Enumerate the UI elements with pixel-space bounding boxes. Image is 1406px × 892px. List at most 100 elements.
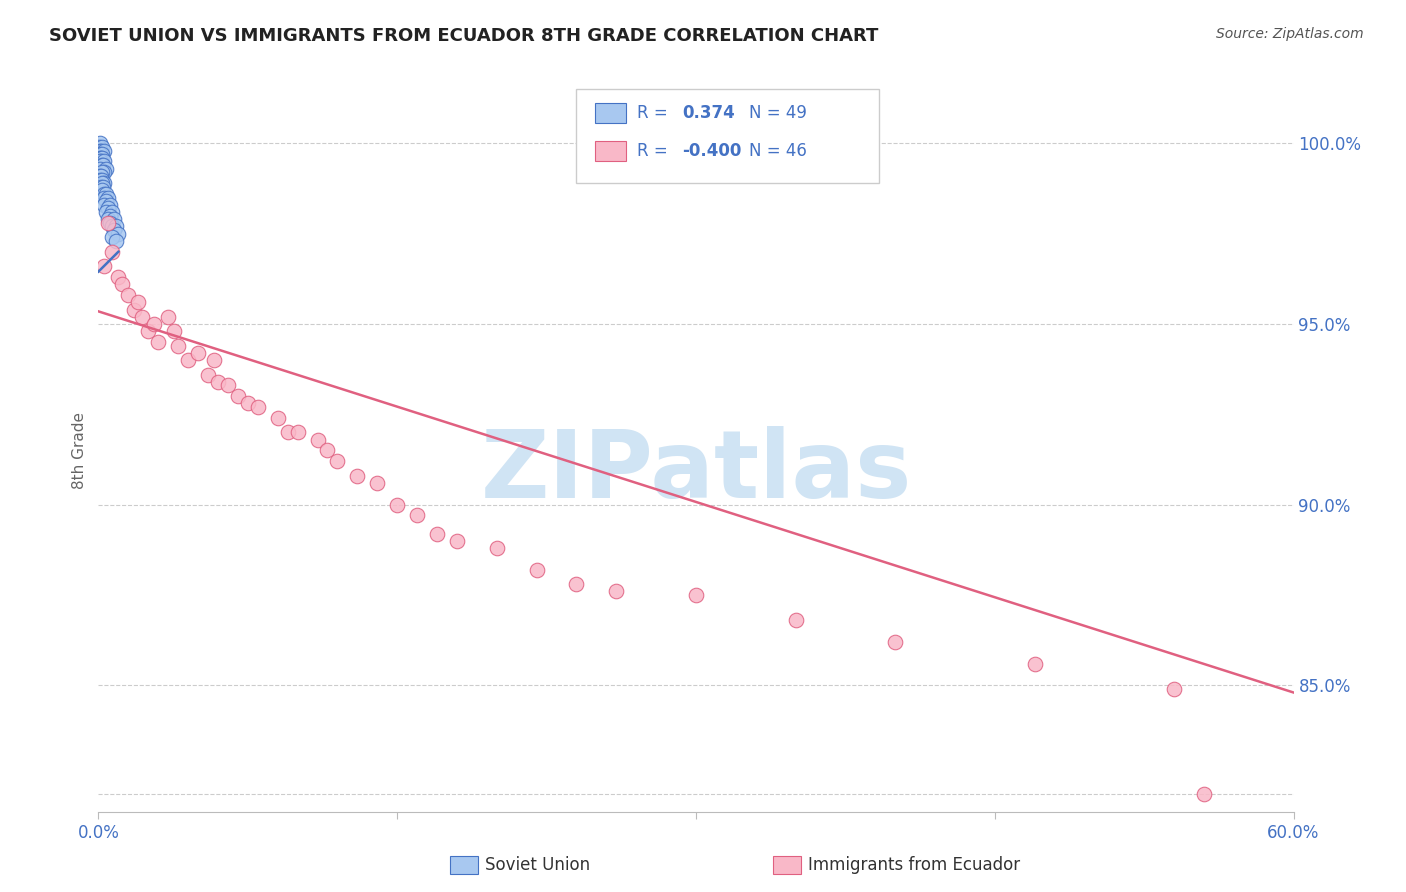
Point [236,396,259,410]
Point [143,317,166,331]
Point [785,613,807,627]
Point [366,475,388,490]
Point [91,172,114,186]
Point [105,219,128,234]
Point [89,169,111,183]
Point [426,526,449,541]
Point [93,259,115,273]
Point [131,310,153,324]
Point [89,161,111,176]
Point [167,339,190,353]
Point [91,165,114,179]
Point [446,533,468,548]
Point [107,227,129,241]
Point [136,324,159,338]
Point [565,577,588,591]
Point [93,158,115,172]
Point [98,209,122,223]
Point [89,147,111,161]
Point [1024,657,1046,671]
Point [1163,681,1185,696]
Text: Soviet Union: Soviet Union [485,856,591,874]
Text: N = 46: N = 46 [749,142,807,160]
Point [98,198,122,212]
Point [96,186,118,201]
Point [97,202,120,216]
Point [96,161,118,176]
Point [148,334,170,349]
Point [89,172,111,186]
Point [207,375,229,389]
Text: R =: R = [637,142,668,160]
Point [98,216,122,230]
Point [197,368,219,382]
Text: R =: R = [637,104,668,122]
Point [93,144,115,158]
Point [111,277,134,292]
Point [103,223,125,237]
Point [93,154,115,169]
Point [287,425,309,440]
Text: Immigrants from Ecuador: Immigrants from Ecuador [808,856,1021,874]
Point [217,378,239,392]
Point [127,295,149,310]
Point [105,234,128,248]
Point [101,219,124,234]
Point [326,454,349,468]
Point [226,389,249,403]
Text: SOVIET UNION VS IMMIGRANTS FROM ECUADOR 8TH GRADE CORRELATION CHART: SOVIET UNION VS IMMIGRANTS FROM ECUADOR … [49,27,879,45]
Point [89,151,111,165]
Point [117,288,139,302]
Point [93,179,115,194]
Point [91,151,114,165]
Point [91,140,114,154]
Point [101,230,124,244]
Point [93,198,115,212]
Point [124,302,146,317]
Point [884,635,907,649]
Point [90,154,112,169]
Point [406,508,429,523]
Point [91,158,114,172]
Point [97,216,120,230]
Point [385,498,409,512]
Point [187,346,209,360]
Point [177,353,200,368]
Text: N = 49: N = 49 [749,104,807,122]
Point [90,179,112,194]
Point [101,244,124,259]
Point [485,541,508,555]
Y-axis label: 8th Grade: 8th Grade [72,412,87,489]
Point [246,400,269,414]
Point [685,588,707,602]
Point [96,205,118,219]
Point [163,324,186,338]
Text: -0.400: -0.400 [682,142,741,160]
Point [97,212,120,227]
Point [89,154,111,169]
Point [157,310,180,324]
Point [91,183,114,197]
Point [1192,787,1215,801]
Point [96,194,118,209]
Point [89,140,111,154]
Point [93,176,115,190]
Point [97,190,120,204]
Point [90,144,112,158]
Point [93,190,115,204]
Point [91,147,114,161]
Point [107,270,129,285]
Point [89,144,111,158]
Point [90,151,112,165]
Text: Source: ZipAtlas.com: Source: ZipAtlas.com [1216,27,1364,41]
Point [103,212,125,227]
Point [89,136,111,151]
Point [93,165,115,179]
Point [101,205,124,219]
Point [316,443,339,458]
Point [90,169,112,183]
Text: 0.374: 0.374 [682,104,735,122]
Point [267,411,290,425]
Point [526,563,548,577]
Point [202,353,225,368]
